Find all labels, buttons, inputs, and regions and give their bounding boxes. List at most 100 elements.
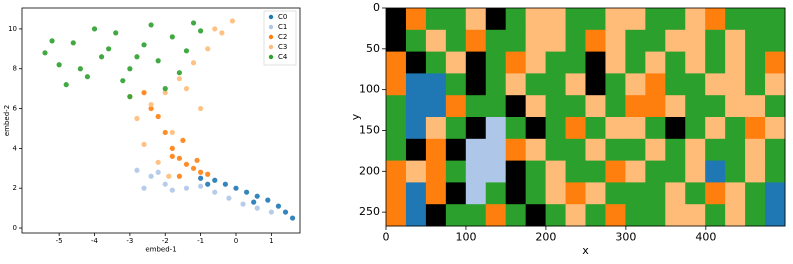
x-tick-label: 1 <box>269 237 273 245</box>
cell <box>725 95 746 118</box>
cell <box>465 204 487 227</box>
axes-frame <box>21 7 301 234</box>
point <box>141 141 147 147</box>
point <box>84 74 91 80</box>
point <box>205 46 211 52</box>
y-tick-label: 50 <box>366 42 380 55</box>
cell <box>745 73 766 96</box>
cell <box>425 182 447 205</box>
point <box>180 137 186 144</box>
cell <box>405 8 427 31</box>
cell <box>645 95 666 118</box>
y-tick-label: 6 <box>13 105 18 113</box>
cell <box>525 95 547 118</box>
cell <box>405 160 427 183</box>
cell <box>765 204 786 227</box>
cell <box>665 182 686 205</box>
point <box>254 193 260 199</box>
cell <box>725 160 746 183</box>
cell <box>425 29 447 53</box>
cell <box>425 51 447 74</box>
point <box>190 165 197 171</box>
point <box>49 38 55 44</box>
cell <box>685 182 706 205</box>
point <box>183 161 190 167</box>
cell <box>745 160 766 183</box>
point <box>98 54 105 60</box>
cell <box>765 95 786 118</box>
cell <box>605 182 626 205</box>
cell <box>425 73 447 96</box>
point <box>155 159 161 165</box>
cell <box>665 51 686 74</box>
x-tick-label: -2 <box>162 237 169 245</box>
cell <box>505 182 527 205</box>
y-axis-label: embed-2 <box>3 105 11 136</box>
point <box>233 185 239 191</box>
cell <box>705 204 726 227</box>
cell <box>545 204 567 227</box>
point <box>212 189 218 195</box>
cell <box>745 8 766 31</box>
cell <box>625 182 646 205</box>
cell <box>485 51 507 74</box>
y-tick-label: 0 <box>373 1 380 14</box>
point <box>113 30 119 36</box>
cell <box>545 160 567 183</box>
point <box>190 20 197 26</box>
cell <box>665 138 686 162</box>
legend-label: C4 <box>278 53 288 61</box>
point <box>148 173 154 179</box>
x-tick-label: -4 <box>91 237 99 245</box>
cell <box>665 8 686 31</box>
y-tick-label: 8 <box>13 65 17 73</box>
point <box>155 58 161 64</box>
cell <box>525 160 547 183</box>
cell <box>645 8 666 31</box>
point <box>289 215 296 221</box>
cell <box>445 8 467 31</box>
legend-label: C1 <box>278 23 287 31</box>
cell <box>745 117 766 140</box>
cell <box>386 29 407 53</box>
cell <box>485 138 507 162</box>
cell <box>445 160 467 183</box>
cell <box>585 51 606 74</box>
cell <box>645 51 666 74</box>
cell <box>645 182 666 205</box>
cell <box>605 8 626 31</box>
y-tick-label: 0 <box>13 224 17 232</box>
cell <box>405 51 427 74</box>
cell <box>705 95 726 118</box>
cell <box>485 182 507 205</box>
cell <box>565 182 586 205</box>
cell <box>425 117 447 140</box>
cell <box>525 73 547 96</box>
cell <box>545 73 567 96</box>
x-axis-label: x <box>582 244 589 257</box>
cell <box>505 29 527 53</box>
point <box>162 86 168 92</box>
cell <box>605 95 626 118</box>
cell <box>745 95 766 118</box>
cell <box>725 204 746 227</box>
cell <box>565 8 586 31</box>
cell <box>545 29 567 53</box>
cell <box>585 160 606 183</box>
cell <box>645 73 666 96</box>
cell <box>425 8 447 31</box>
cell <box>386 160 407 183</box>
cell <box>725 51 746 74</box>
cell <box>465 8 487 31</box>
cell <box>386 95 407 118</box>
point <box>141 185 147 191</box>
cell <box>386 51 407 74</box>
cell <box>565 160 586 183</box>
point <box>169 153 175 159</box>
cell <box>565 117 586 140</box>
point <box>134 115 140 122</box>
cell <box>445 117 467 140</box>
point <box>176 155 182 161</box>
cell <box>625 138 646 162</box>
cell <box>605 138 626 162</box>
